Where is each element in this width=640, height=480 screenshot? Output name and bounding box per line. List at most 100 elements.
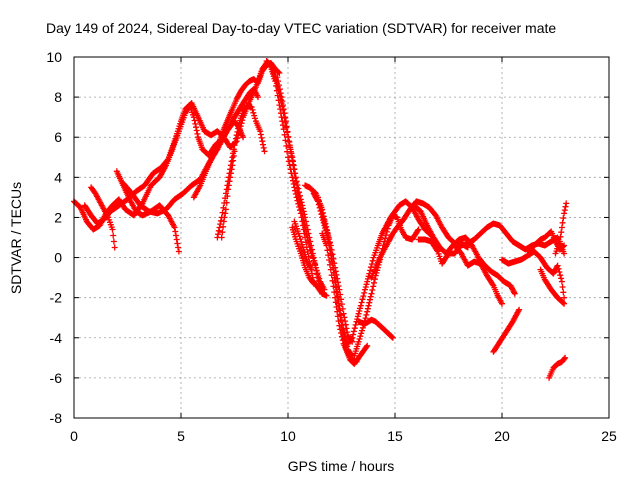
data-point xyxy=(342,318,349,325)
data-point xyxy=(562,203,569,210)
data-point xyxy=(275,97,282,104)
y-tick-label: 6 xyxy=(54,129,62,145)
data-point xyxy=(332,299,339,306)
data-point xyxy=(288,152,295,159)
data-point xyxy=(173,232,179,239)
data-point xyxy=(334,313,341,320)
x-tick-labels: 0 5 10 15 20 25 xyxy=(70,428,617,444)
data-point xyxy=(275,69,282,76)
data-point xyxy=(294,184,300,191)
y-tick-labels: -8 -6 -4 -2 0 2 4 6 8 10 xyxy=(46,49,62,426)
data-point xyxy=(337,291,344,298)
data-point xyxy=(219,229,226,236)
data-point xyxy=(235,125,242,132)
data-point xyxy=(255,94,261,101)
data-point xyxy=(283,123,290,130)
data-point xyxy=(554,262,561,269)
data-point xyxy=(309,279,316,286)
data-point xyxy=(305,237,312,244)
data-point xyxy=(356,336,363,342)
data-point xyxy=(240,134,247,141)
data-point xyxy=(216,224,223,231)
data-point xyxy=(222,210,229,217)
data-point xyxy=(351,325,358,332)
data-point xyxy=(331,260,338,267)
data-point xyxy=(252,115,258,122)
data-point xyxy=(335,283,342,289)
y-tick-label: -4 xyxy=(50,330,63,346)
data-point xyxy=(563,200,570,207)
data-point xyxy=(355,310,362,317)
data-point xyxy=(219,209,226,216)
data-point xyxy=(296,233,303,240)
data-point xyxy=(336,322,343,329)
data-point xyxy=(231,142,238,149)
data-point xyxy=(227,174,234,181)
data-point xyxy=(315,194,321,201)
data-point xyxy=(218,234,225,241)
data-point xyxy=(312,264,319,271)
data-point xyxy=(299,241,306,248)
data-point xyxy=(316,275,323,282)
data-point xyxy=(560,289,567,296)
axis-ticks xyxy=(73,56,610,419)
data-point xyxy=(360,293,367,300)
data-point xyxy=(348,336,355,342)
data-point xyxy=(366,299,373,306)
data-point xyxy=(111,244,118,251)
data-point xyxy=(276,70,283,76)
data-point xyxy=(364,305,371,312)
data-point xyxy=(562,354,569,361)
data-point xyxy=(359,296,366,303)
data-point xyxy=(558,224,565,231)
data-point xyxy=(258,134,265,141)
data-point xyxy=(302,227,309,234)
data-point xyxy=(220,218,227,225)
data-point xyxy=(310,280,317,287)
data-point xyxy=(249,106,256,113)
data-point xyxy=(193,127,200,134)
data-point xyxy=(293,179,300,186)
data-point xyxy=(330,283,337,290)
data-point xyxy=(355,338,362,345)
data-point xyxy=(276,82,282,89)
data-point xyxy=(322,221,329,228)
data-point xyxy=(174,240,181,247)
data-point xyxy=(363,311,370,318)
data-point xyxy=(560,299,567,306)
data-point xyxy=(338,330,345,336)
data-point xyxy=(364,342,371,349)
data-point xyxy=(285,133,292,140)
data-point xyxy=(371,276,378,283)
data-point xyxy=(273,82,279,89)
data-point xyxy=(306,240,312,247)
data-point xyxy=(315,273,322,279)
data-point xyxy=(307,247,314,254)
data-point xyxy=(338,296,345,303)
data-point xyxy=(287,148,294,155)
data-point xyxy=(286,162,293,169)
data-point xyxy=(110,238,117,245)
data-point xyxy=(367,296,373,303)
data-point xyxy=(260,141,266,148)
data-point xyxy=(285,158,292,165)
data-point xyxy=(327,266,334,273)
data-point xyxy=(332,294,339,301)
data-point xyxy=(339,305,346,312)
data-point xyxy=(561,210,568,217)
data-point xyxy=(364,308,371,315)
data-point xyxy=(489,281,496,288)
data-point xyxy=(556,238,563,245)
x-tick-label: 0 xyxy=(70,428,78,444)
data-point xyxy=(224,193,231,200)
data-point xyxy=(276,86,283,93)
data-point xyxy=(324,247,331,254)
data-point xyxy=(290,166,297,172)
data-point xyxy=(257,128,264,135)
data-point xyxy=(561,294,568,301)
y-tick-label: 8 xyxy=(54,89,62,105)
data-point xyxy=(259,138,266,145)
data-point xyxy=(368,261,375,267)
data-point xyxy=(282,114,289,121)
data-point xyxy=(300,214,306,221)
